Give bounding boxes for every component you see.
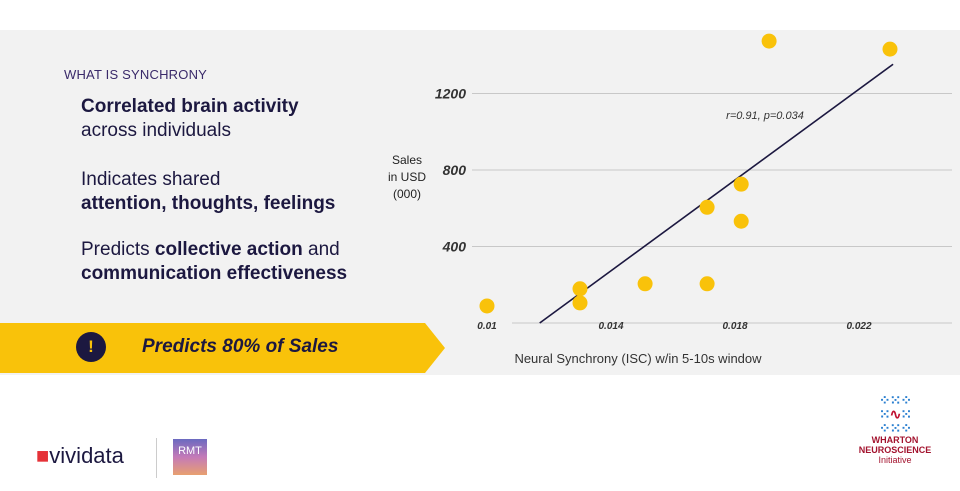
logo-divider [156,438,157,478]
data-point [572,295,588,311]
data-point [733,176,749,192]
data-point [733,213,749,229]
wharton-line1: WHARTON [871,435,919,445]
point-predicts: Predicts collective action and communicat… [81,238,347,286]
data-point [699,199,715,215]
sales-banner: Predicts 80% of Sales [0,323,445,373]
rmt-logo: RMT [173,439,207,475]
wharton-line3: Initiative [878,455,912,465]
wharton-line2: NEUROSCIENCE [858,445,932,455]
wharton-logo: ⁘⁙⁘ ⁙∿⁙ ⁘⁙⁘ WHARTON NEUROSCIENCE Initiativ… [855,393,935,465]
y-axis-label-1: Sales [392,153,422,167]
p3-bold2: communication effectiveness [81,263,348,284]
p3-mid: and [302,239,340,260]
brain-dots-icon: ⁘⁙⁘ ⁙∿⁙ ⁘⁙⁘ [878,392,912,436]
x-tick-label: 0.014 [598,321,623,332]
p3-pre: Predicts [81,239,155,260]
y-axis-label-3: (000) [393,187,421,201]
vividata-logo: ■vividata [36,443,124,468]
x-tick-label: 0.018 [722,321,747,332]
data-point [637,276,653,292]
x-axis-label: Neural Synchrony (ISC) w/in 5-10s window [514,351,762,366]
banner-text: Predicts 80% of Sales [142,336,339,357]
point-shared: Indicates shared attention, thoughts, fee… [81,168,335,216]
p3-bold1: collective action [154,239,303,260]
data-point [479,298,495,314]
correlation-annotation: r=0.91, p=0.034 [726,110,804,122]
x-tick-label: 0.01 [477,321,497,332]
trendline [539,63,894,324]
x-tick-label: 0.022 [846,321,871,332]
y-tick-label: 800 [443,162,467,178]
point-correlated: Correlated brain activity across individu… [81,95,299,143]
data-point [761,33,777,49]
vividata-text: vividata [49,443,124,468]
p1-bold: Correlated brain activity [81,96,299,117]
y-tick-label: 1200 [435,86,466,102]
p1-rest: across individuals [81,120,231,141]
y-tick-label: 400 [442,239,467,255]
section-kicker: WHAT IS SYNCHRONY [64,67,208,82]
y-axis-label-2: in USD [388,170,426,184]
p2-pre: Indicates shared [81,169,221,190]
exclamation-icon: ! [76,332,106,362]
data-point [699,276,715,292]
p2-bold: attention, thoughts, feelings [81,193,336,214]
data-point [882,41,898,57]
data-point [572,281,588,297]
background-panel [0,30,960,375]
